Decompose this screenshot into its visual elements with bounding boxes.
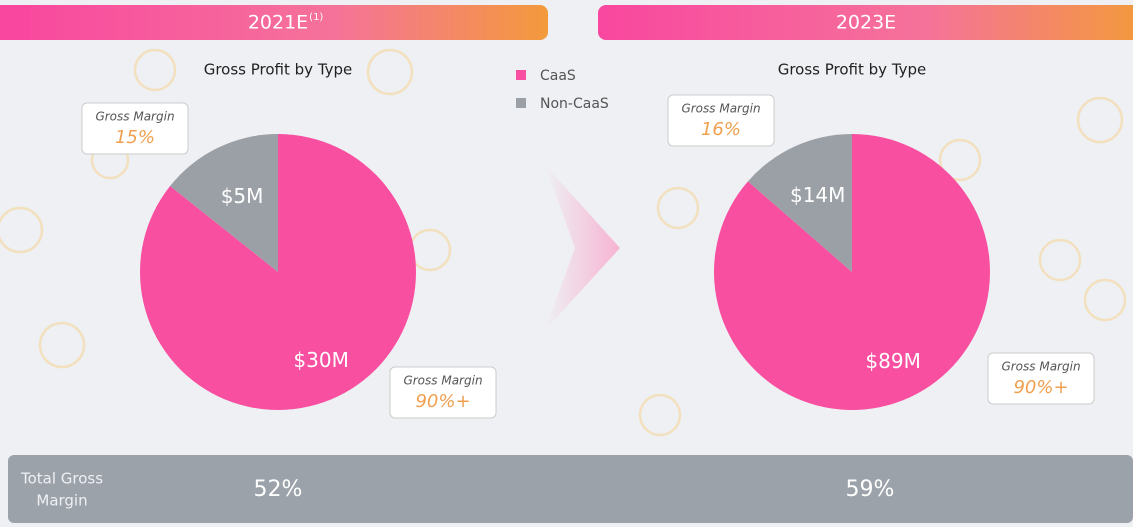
chart-title: Gross Profit by Type bbox=[204, 61, 353, 79]
total-gross-margin: 52% bbox=[254, 477, 303, 502]
footer-label: Total Gross bbox=[20, 470, 103, 488]
header-text: 2023E bbox=[836, 12, 896, 34]
annotation-box bbox=[667, 94, 775, 147]
legend-swatch bbox=[516, 98, 526, 108]
annotation-box bbox=[987, 352, 1095, 405]
legend-swatch bbox=[516, 70, 526, 80]
arrow bbox=[545, 165, 620, 330]
header-bar-edge bbox=[0, 5, 30, 40]
decoration bbox=[0, 48, 1127, 437]
annotation-box bbox=[389, 366, 497, 419]
header-note: (1) bbox=[309, 12, 323, 23]
annotation-value: 15% bbox=[115, 127, 155, 148]
header-bar bbox=[598, 5, 1133, 40]
annotation-label: Gross Margin bbox=[681, 102, 760, 116]
annotation-value: 90%+ bbox=[415, 391, 470, 412]
chart-title: Gross Profit by Type bbox=[778, 61, 927, 79]
pie-slice bbox=[747, 134, 852, 272]
total-gross-margin: 59% bbox=[846, 477, 895, 502]
annotation-label: Gross Margin bbox=[95, 110, 174, 124]
header-text: 2021E bbox=[248, 12, 308, 34]
legend-label: Non-CaaS bbox=[540, 96, 609, 112]
annotation-box bbox=[81, 102, 189, 155]
annotation-label: Gross Margin bbox=[1001, 360, 1080, 374]
header-bar bbox=[8, 5, 548, 40]
value-label: $30M bbox=[293, 348, 348, 372]
value-label: $89M bbox=[865, 349, 920, 373]
footer-bar bbox=[8, 455, 1133, 523]
value-label: $14M bbox=[790, 183, 845, 207]
value-label: $5M bbox=[221, 184, 264, 208]
pie-slice bbox=[170, 134, 278, 272]
annotation-label: Gross Margin bbox=[403, 374, 482, 388]
annotation-value: 90%+ bbox=[1013, 377, 1068, 398]
legend-label: CaaS bbox=[540, 68, 576, 84]
annotation-value: 16% bbox=[701, 119, 741, 140]
footer-label: Margin bbox=[36, 492, 87, 510]
